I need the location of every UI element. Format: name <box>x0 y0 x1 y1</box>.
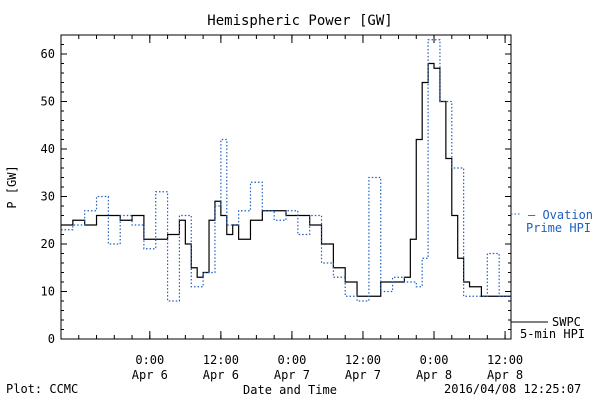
swpc-series <box>61 62 511 297</box>
legend-swpc-label-2: 5-min HPI <box>520 327 585 341</box>
x-tick-label-date: Apr 6 <box>132 368 168 382</box>
y-tick-label: 30 <box>41 190 55 204</box>
plot-lines <box>61 39 511 302</box>
y-tick-label: 50 <box>41 95 55 109</box>
y-axis: 0 10 20 30 40 50 60 <box>41 44 511 346</box>
x-tick-label-date: Apr 6 <box>203 368 239 382</box>
x-tick-label: 0:00 <box>135 353 164 367</box>
y-tick-label: 10 <box>41 285 55 299</box>
x-tick-label: 12:00 <box>487 353 523 367</box>
y-tick-label: 0 <box>48 332 55 346</box>
x-axis-label: Date and Time <box>243 383 337 397</box>
legend-swpc-label: SWPC <box>552 315 581 329</box>
plot-frame <box>60 34 512 340</box>
x-tick-label: 12:00 <box>203 353 239 367</box>
y-tick-label: 40 <box>41 142 55 156</box>
x-tick-label: 0:00 <box>420 353 449 367</box>
plot-credit: Plot: CCMC <box>6 382 79 396</box>
x-tick-label-date: Apr 8 <box>416 368 452 382</box>
y-tick-label: 20 <box>41 237 55 251</box>
plot-timestamp: 2016/04/08 12:25:07 <box>444 382 582 396</box>
x-tick-label-date: Apr 7 <box>274 368 310 382</box>
chart-title: Hemispheric Power [GW] <box>207 13 393 29</box>
legend-ovation-label-2: Prime HPI <box>526 221 591 235</box>
y-axis-label: P [GW] <box>5 165 19 208</box>
ovation-prime-series <box>61 39 511 302</box>
legend-ovation-label: — Ovation <box>528 208 593 222</box>
y-tick-label: 60 <box>41 47 55 61</box>
x-tick-label: 0:00 <box>277 353 306 367</box>
x-tick-label-date: Apr 7 <box>345 368 381 382</box>
x-tick-label: 12:00 <box>345 353 381 367</box>
x-tick-label-date: Apr 8 <box>487 368 523 382</box>
